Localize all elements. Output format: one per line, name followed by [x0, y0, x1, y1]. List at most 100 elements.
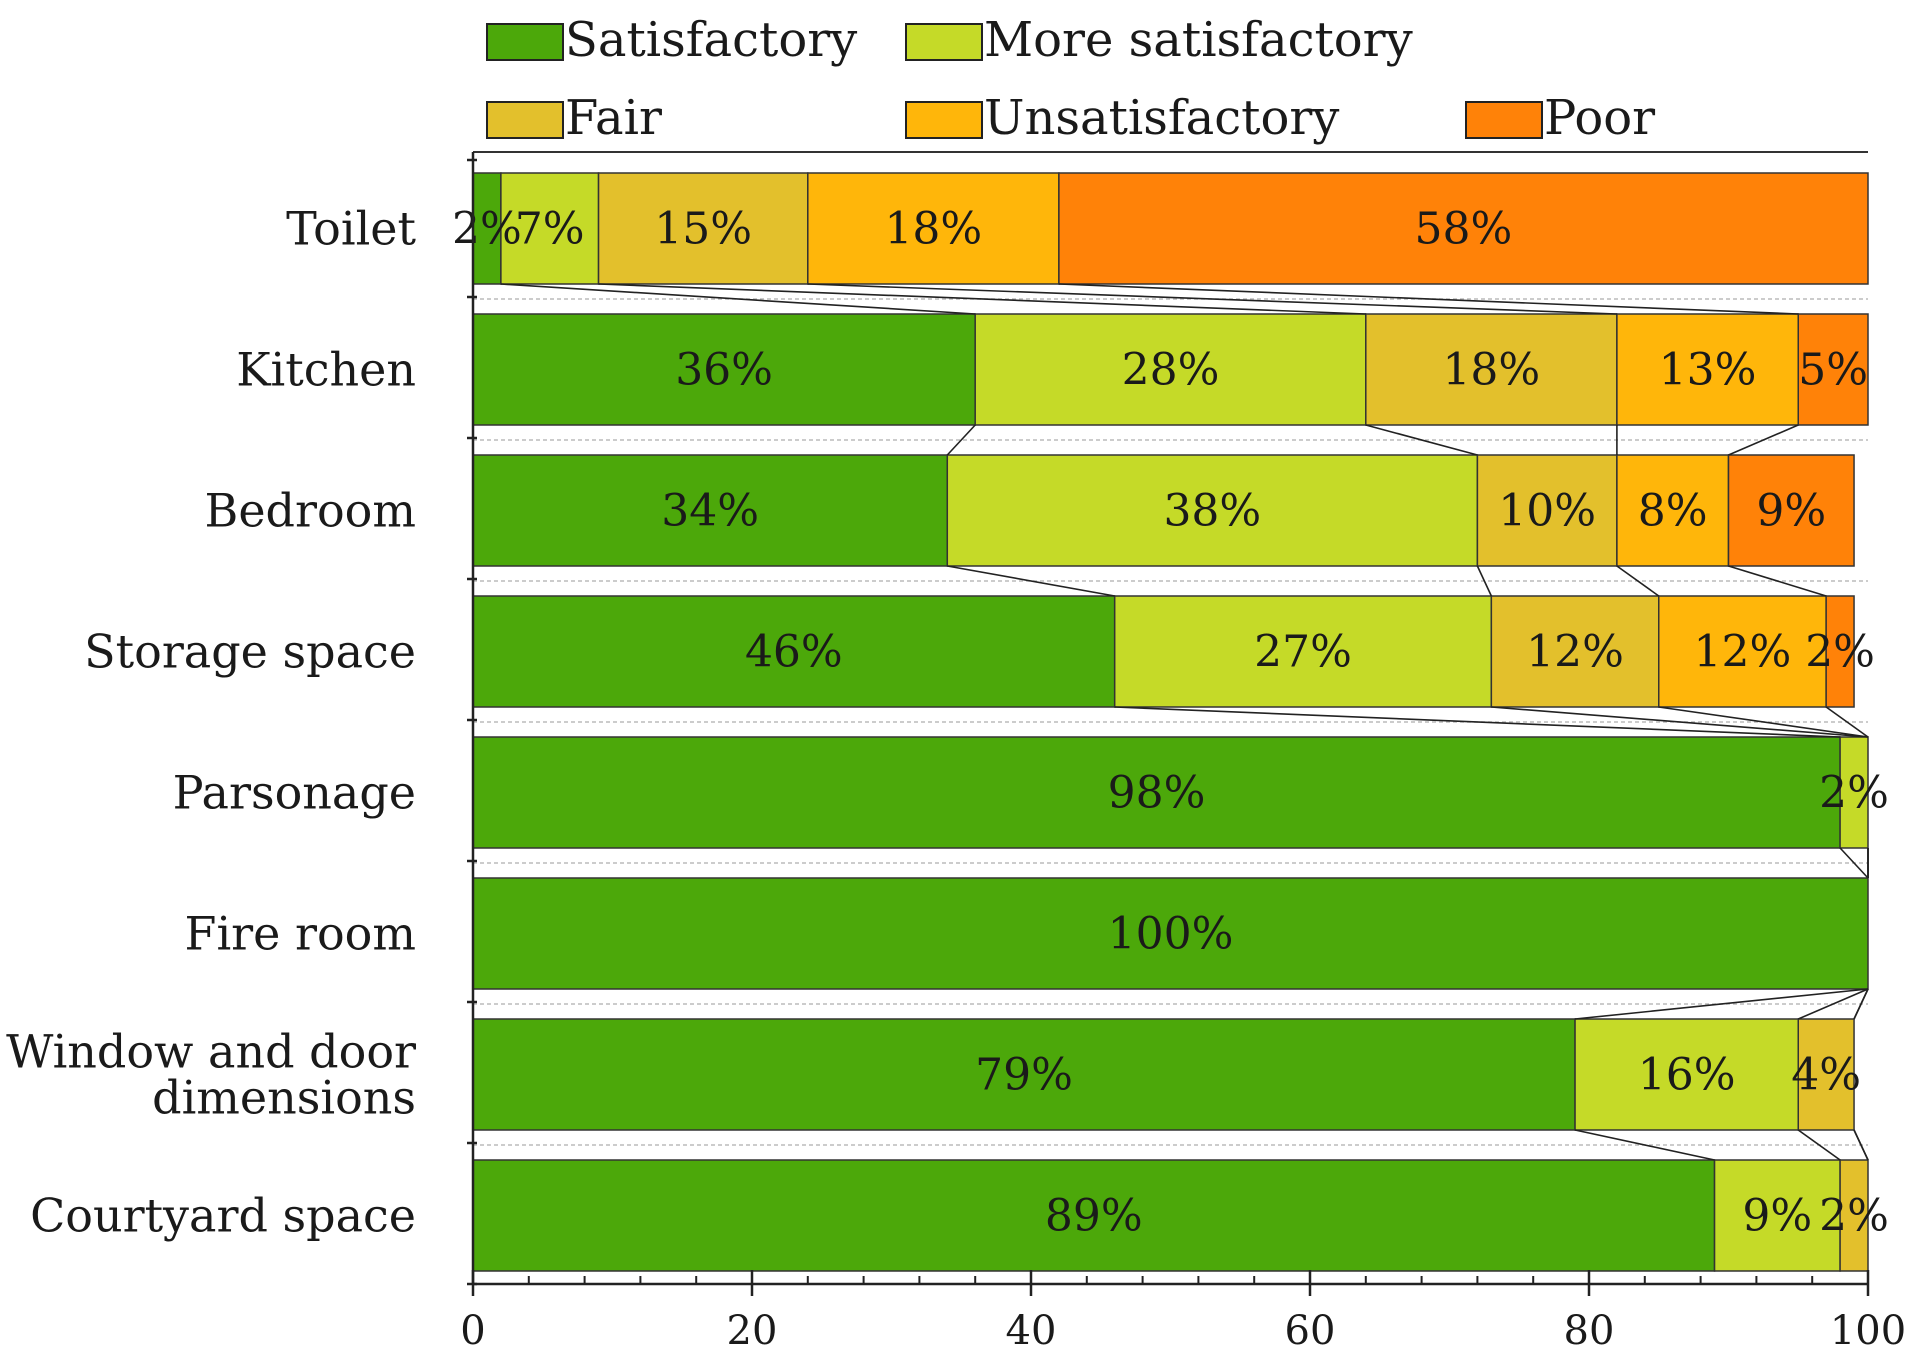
data-label: 12% [1526, 627, 1624, 678]
x-tick-label: 80 [1564, 1308, 1615, 1354]
axes: 0 20 40 60 80 100 [460, 151, 1906, 1354]
category-label: Storage space [84, 625, 416, 679]
bar-segment-fair [1365, 313, 1618, 426]
bar-segment-satisfactory [472, 172, 502, 285]
connector-line [1574, 1129, 1715, 1161]
legend-label-poor: Poor [1544, 90, 1655, 146]
legend-label-unsatisfactory: Unsatisfactory [984, 90, 1339, 146]
legend-swatch-unsatisfactory [905, 101, 983, 139]
x-tick-label: 100 [1830, 1308, 1906, 1354]
data-label: 9% [1756, 486, 1826, 537]
bar-segment-satisfactory [472, 313, 976, 426]
x-tick-label: 60 [1285, 1308, 1336, 1354]
data-label: 98% [1108, 768, 1206, 819]
bar-segment-unsatisfactory [807, 172, 1060, 285]
bar-segment-unsatisfactory [1616, 454, 1730, 567]
data-label: 4% [1791, 1050, 1861, 1101]
data-label: 89% [1045, 1191, 1143, 1242]
category-label: Bedroom [205, 484, 416, 538]
data-label: 38% [1163, 486, 1261, 537]
connector-line [1058, 283, 1799, 315]
bar-segment-more-satisfactory [974, 313, 1367, 426]
bar-segment-fair [1839, 1159, 1869, 1272]
data-label: 13% [1659, 345, 1757, 396]
category-label: Kitchen [236, 343, 416, 397]
bar-segment-unsatisfactory [1658, 595, 1827, 708]
data-label: 58% [1415, 204, 1513, 255]
bar-segment-fair [1490, 595, 1660, 708]
bar-segment-unsatisfactory [1616, 313, 1800, 426]
bar-segment-satisfactory [472, 454, 949, 567]
bar-segment-more-satisfactory [1113, 595, 1493, 708]
connector-line [598, 283, 1366, 315]
connector-line [1797, 1129, 1841, 1161]
data-label: 27% [1254, 627, 1352, 678]
connector-line [1825, 706, 1869, 738]
data-label: 46% [745, 627, 843, 678]
bar-segment-more-satisfactory [1839, 736, 1869, 849]
bar-segment-more-satisfactory [946, 454, 1479, 567]
bar-segment-more-satisfactory [1713, 1159, 1841, 1272]
bar-segment-poor [1825, 595, 1855, 708]
grid-lines [473, 298, 1868, 1146]
connector-line [1491, 706, 1869, 738]
bar-segment-fair [1797, 1018, 1855, 1131]
data-label: 79% [975, 1050, 1073, 1101]
data-label: 8% [1638, 486, 1708, 537]
category-label: Window and door [6, 1025, 416, 1079]
bar-segment-poor [1727, 454, 1855, 567]
data-label: 16% [1638, 1050, 1736, 1101]
legend-label-fair: Fair [565, 90, 662, 146]
bar-segment-satisfactory [472, 1018, 1576, 1131]
data-label: 5% [1798, 345, 1868, 396]
bar-segment-satisfactory [472, 595, 1116, 708]
data-label: 18% [1442, 345, 1540, 396]
category-label: Toilet [286, 202, 416, 256]
category-label: dimensions [152, 1071, 416, 1125]
connector-line [1728, 565, 1827, 597]
x-tick-label: 40 [1006, 1308, 1057, 1354]
data-label: 34% [661, 486, 759, 537]
category-label: Parsonage [173, 766, 416, 820]
legend-swatch-more-satisfactory [905, 23, 983, 61]
connector-line [1853, 1129, 1869, 1161]
bar-segment-more-satisfactory [1574, 1018, 1800, 1131]
data-label: 2% [1819, 1191, 1889, 1242]
data-label: 15% [654, 204, 752, 255]
category-label: Courtyard space [30, 1189, 416, 1243]
x-tick-label: 0 [460, 1308, 485, 1354]
bar-segment-poor [1058, 172, 1869, 285]
connector-line [1853, 988, 1869, 1020]
bar-segment-fair [597, 172, 809, 285]
category-label: Fire room [185, 907, 416, 961]
data-label: 36% [675, 345, 773, 396]
connector-line [1728, 424, 1799, 456]
data-label: 28% [1122, 345, 1220, 396]
bar-segment-satisfactory [472, 1159, 1716, 1272]
data-label: 2% [452, 204, 522, 255]
connector-line [807, 283, 1617, 315]
connector-line [1658, 706, 1869, 738]
data-label: 18% [884, 204, 982, 255]
connector-line [947, 565, 1115, 597]
connector-lines [500, 283, 1869, 1161]
data-label: 2% [1819, 768, 1889, 819]
legend-swatch-poor [1465, 101, 1543, 139]
legend-swatch-satisfactory [486, 23, 564, 61]
bars [472, 172, 1869, 1272]
connector-line [1616, 565, 1660, 597]
connector-line [1839, 847, 1869, 879]
data-label: 7% [515, 204, 585, 255]
connector-line [1365, 424, 1478, 456]
x-tick-label: 20 [727, 1308, 778, 1354]
connector-line [500, 283, 976, 315]
segment-labels: 2%7% 15% 18% 58%36% 28% 18% 13% 5%34% 38% 10% 8% 9%… [452, 204, 1889, 1242]
data-label: 2% [1805, 627, 1875, 678]
data-label: 10% [1498, 486, 1596, 537]
connector-line [1114, 706, 1841, 738]
legend-label-more-satisfactory: More satisfactory [984, 12, 1413, 68]
connector-line [946, 424, 976, 456]
data-label: 9% [1742, 1191, 1812, 1242]
category-labels: Toilet Kitchen Bedroom Storage space Parsona… [6, 202, 416, 1243]
